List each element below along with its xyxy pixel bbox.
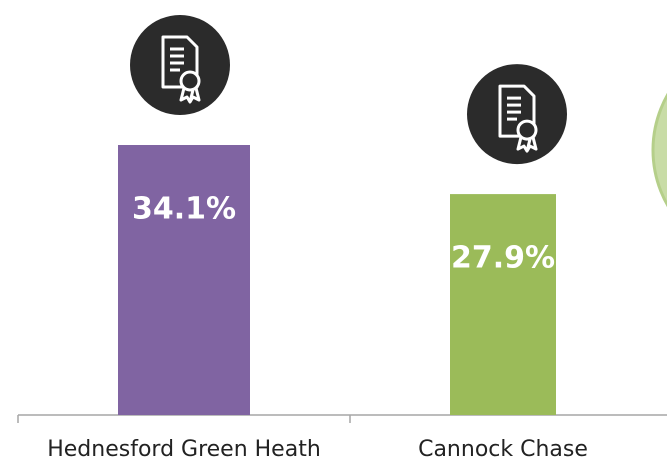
icon-seal <box>516 119 538 141</box>
icon-doc <box>161 35 199 89</box>
x-tick-label: Cannock Chase <box>418 437 588 461</box>
bar <box>450 194 556 415</box>
value-label: 27.9% <box>451 241 555 276</box>
value-label: 34.1% <box>132 192 236 227</box>
icon-seal <box>179 70 201 92</box>
decorative-circle <box>651 92 667 208</box>
x-tick-label: Hednesford Green Heath <box>47 437 321 461</box>
bar <box>118 145 250 415</box>
icon-ribbon <box>516 136 538 153</box>
icon-bg <box>130 15 230 115</box>
icon-bg <box>467 64 567 165</box>
certificate-icon <box>130 15 230 115</box>
icon-doc <box>498 84 536 138</box>
certificate-icon <box>467 64 567 165</box>
icon-ribbon <box>179 87 201 104</box>
